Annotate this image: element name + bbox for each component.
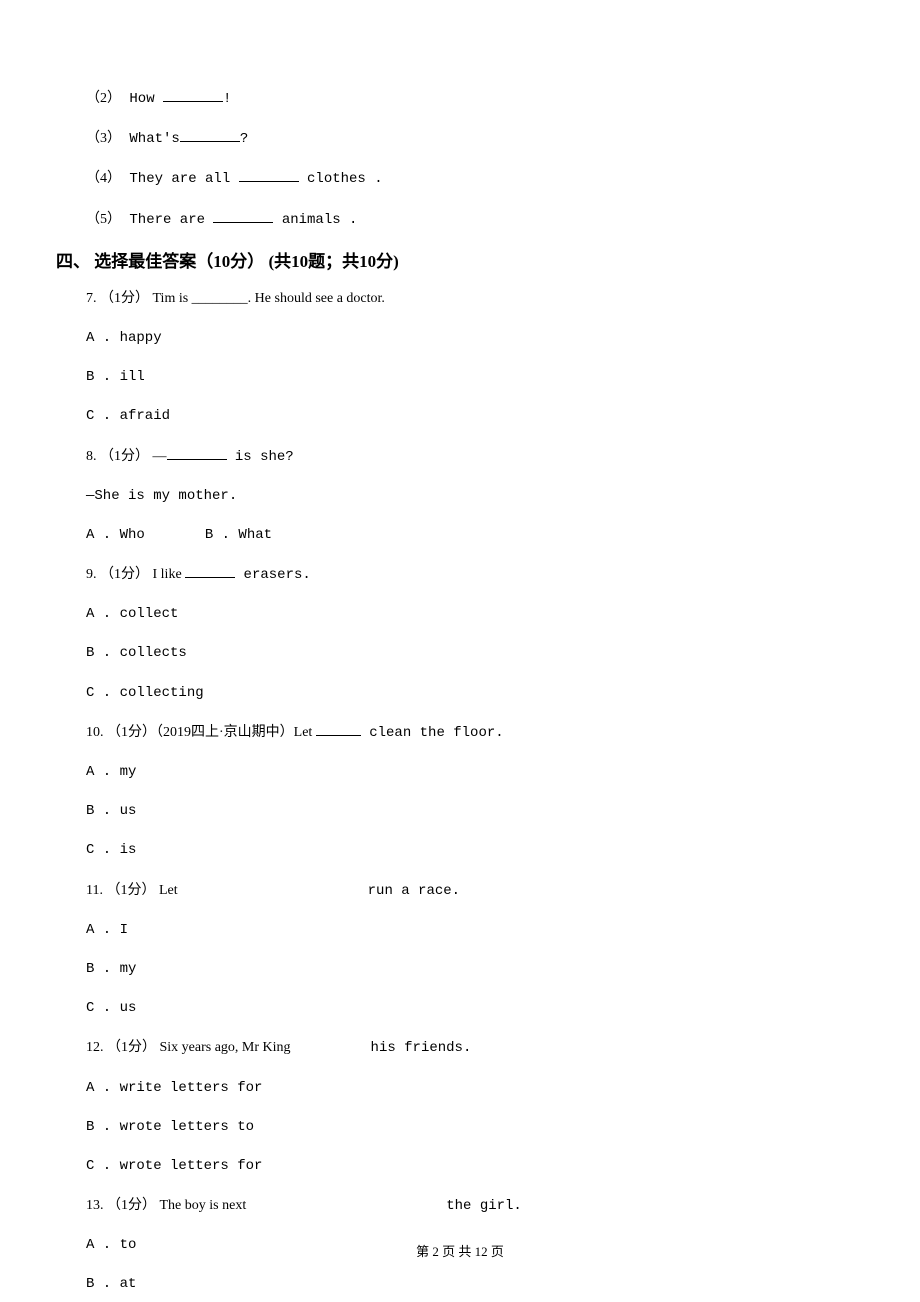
q11-option-c: C . us (86, 996, 834, 1021)
q12-post: his friends. (371, 1040, 472, 1056)
item-4-blank (239, 168, 299, 182)
q10-option-b: B . us (86, 799, 834, 824)
q11-post: run a race. (368, 883, 460, 899)
q10-option-a: A . my (86, 760, 834, 785)
q8-follow: —She is my mother. (86, 484, 834, 509)
item-4-pre: They are all (121, 171, 239, 187)
q11-pre: 11. （1分） Let (86, 883, 178, 898)
q9-line: 9. （1分） I like erasers. (86, 562, 834, 588)
q8-line: 8. （1分） — is she? (86, 444, 834, 470)
item-5-num: （5） (86, 212, 121, 227)
q9-option-a: A . collect (86, 602, 834, 627)
q13-line: 13. （1分） The boy is next the girl. (86, 1193, 834, 1219)
q9-pre: 9. （1分） I like (86, 567, 185, 582)
q10-blank (316, 722, 361, 736)
q8-post: is she? (227, 449, 294, 465)
q7-option-b: B . ill (86, 365, 834, 390)
q11-option-a: A . I (86, 918, 834, 943)
item-3-blank (180, 128, 240, 142)
q8-pre: 8. （1分） — (86, 449, 167, 464)
item-5: （5） There are animals . (86, 207, 834, 233)
q13-option-b: B . at (86, 1272, 834, 1297)
item-2-post: ! (223, 91, 231, 107)
q8-options-row: A . Who B . What (86, 523, 834, 548)
q11-line: 11. （1分） Let run a race. (86, 878, 834, 904)
item-4-post: clothes . (299, 171, 383, 187)
item-3-num: （3） (86, 131, 121, 146)
item-2-num: （2） (86, 91, 121, 106)
item-5-pre: There are (121, 212, 213, 228)
q10-option-c: C . is (86, 838, 834, 863)
q7-line: 7. （1分） Tim is ________. He should see a… (86, 286, 834, 312)
q10-post: clean the floor. (361, 725, 504, 741)
section-4-heading: 四、 选择最佳答案（10分） (共10题；共10分) (56, 247, 834, 272)
q9-option-b: B . collects (86, 641, 834, 666)
item-4-num: （4） (86, 171, 121, 186)
item-3: （3） What's? (86, 126, 834, 152)
content-area: （2） How ! （3） What's? （4） They are all c… (0, 0, 920, 1298)
q10-line: 10. （1分）（2019四上·京山期中）Let clean the floor… (86, 720, 834, 746)
item-5-post: animals . (273, 212, 357, 228)
q10-pre: 10. （1分）（2019四上·京山期中）Let (86, 725, 316, 740)
q13-pre: 13. （1分） The boy is next (86, 1198, 246, 1213)
item-2-blank (163, 88, 223, 102)
q7-option-a: A . happy (86, 326, 834, 351)
q11-option-b: B . my (86, 957, 834, 982)
q7-option-c: C . afraid (86, 404, 834, 429)
q12-option-c: C . wrote letters for (86, 1154, 834, 1179)
q12-line: 12. （1分） Six years ago, Mr King his frien… (86, 1035, 834, 1061)
q12-pre: 12. （1分） Six years ago, Mr King (86, 1040, 291, 1055)
item-2-pre: How (121, 91, 163, 107)
q8-option-b: B . What (205, 527, 272, 543)
q9-post: erasers. (235, 567, 311, 583)
item-3-pre: What's (121, 131, 180, 147)
q12-option-a: A . write letters for (86, 1076, 834, 1101)
item-3-post: ? (240, 131, 248, 147)
page-footer: 第 2 页 共 12 页 (0, 1241, 920, 1260)
q8-option-a: A . Who (86, 527, 145, 543)
q12-option-b: B . wrote letters to (86, 1115, 834, 1140)
item-2: （2） How ! (86, 86, 834, 112)
item-4: （4） They are all clothes . (86, 166, 834, 192)
q13-post: the girl. (446, 1198, 522, 1214)
q9-option-c: C . collecting (86, 681, 834, 706)
q7-text: 7. （1分） Tim is ________. He should see a… (86, 291, 385, 306)
q9-blank (185, 564, 235, 578)
q8-blank (167, 446, 227, 460)
item-5-blank (213, 209, 273, 223)
